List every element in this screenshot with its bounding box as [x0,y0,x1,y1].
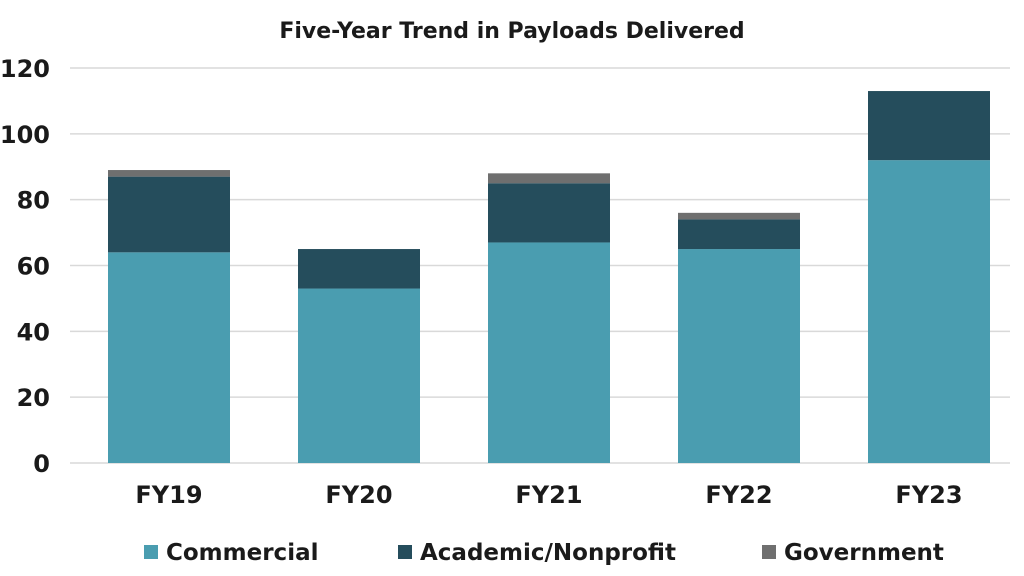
x-tick-label: FY19 [135,481,202,509]
bar-fy23-academic-nonprofit [868,91,990,161]
y-tick-label: 20 [17,384,50,412]
y-tick-label: 40 [17,318,50,346]
bar-fy22-academic-nonprofit [678,219,800,250]
chart-title: Five-Year Trend in Payloads Delivered [279,19,744,44]
y-axis: 0 20 40 60 80 100 120 [0,55,50,478]
y-tick-label: 60 [17,253,50,281]
legend-label: Academic/Nonprofit [420,540,676,566]
legend-item-academic-nonprofit: Academic/Nonprofit [398,540,676,566]
legend-item-government: Government [762,540,944,566]
y-tick-label: 80 [17,187,50,215]
bar-fy23-commercial [868,160,990,463]
bars [108,91,990,463]
bar-fy21-government [488,173,610,184]
bar-fy21-commercial [488,242,610,463]
x-tick-label: FY20 [325,481,392,509]
x-tick-label: FY23 [895,481,962,509]
x-axis: FY19 FY20 FY21 FY22 FY23 [135,481,962,509]
legend-label: Commercial [166,540,318,566]
x-tick-label: FY21 [515,481,582,509]
legend: Commercial Academic/Nonprofit Government [144,540,944,566]
y-tick-label: 120 [0,55,50,83]
y-tick-label: 0 [33,450,50,478]
legend-swatch [144,545,158,559]
legend-swatch [398,545,412,559]
y-tick-label: 100 [0,121,50,149]
bar-fy20-academic-nonprofit [298,249,420,289]
bar-fy21-academic-nonprofit [488,183,610,243]
legend-label: Government [784,540,944,566]
bar-fy19-academic-nonprofit [108,176,230,253]
x-tick-label: FY22 [705,481,772,509]
legend-swatch [762,545,776,559]
legend-item-commercial: Commercial [144,540,318,566]
bar-fy19-government [108,170,230,177]
bar-fy22-government [678,212,800,220]
bar-fy22-commercial [678,249,800,463]
bar-fy19-commercial [108,252,230,463]
bar-fy20-commercial [298,288,420,463]
